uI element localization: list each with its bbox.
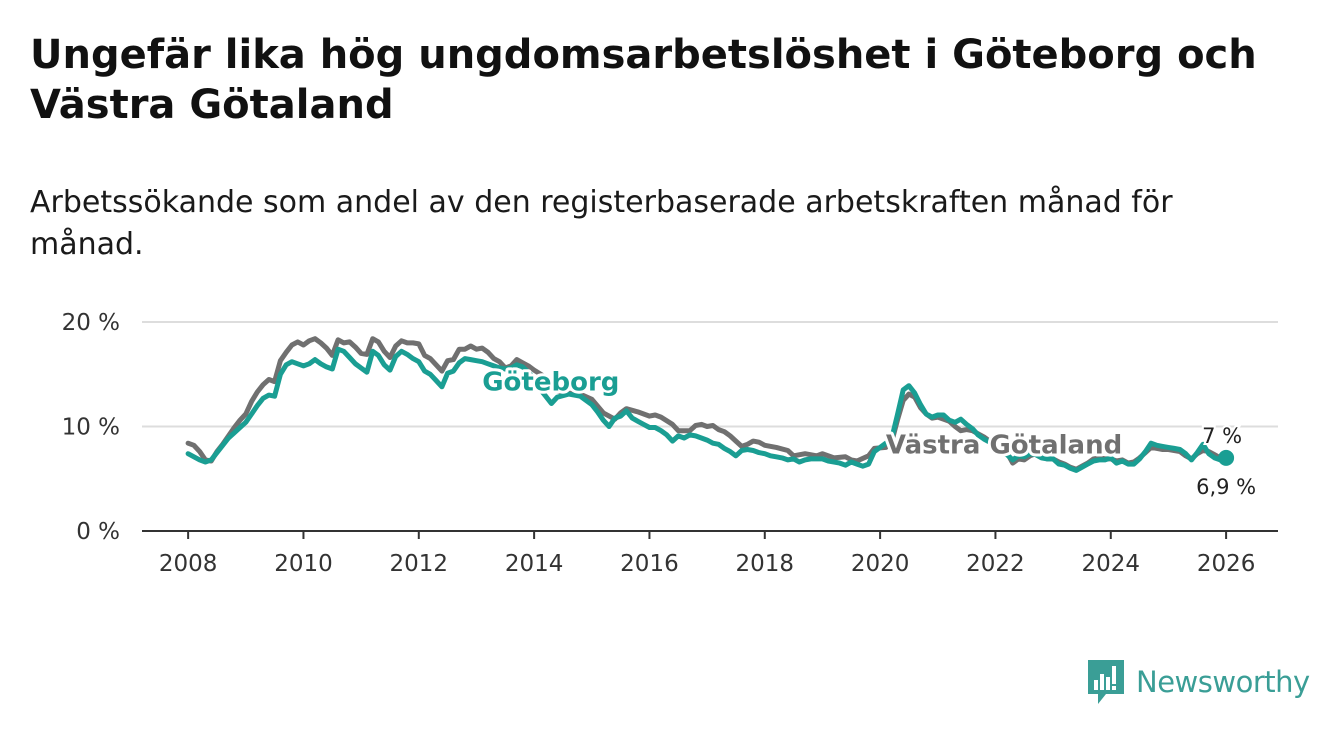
- y-tick-label: 10 %: [62, 415, 120, 441]
- newsworthy-logo: Newsworthy: [1088, 660, 1310, 704]
- series-labels: Göteborg Västra Götaland 7 % 6,9 %: [479, 365, 1258, 501]
- bar-chart-icon: [1088, 660, 1124, 704]
- x-tick-label: 2020: [851, 551, 910, 577]
- y-axis: 0 % 10 % 20 %: [62, 310, 120, 545]
- y-tick-label: 0 %: [76, 519, 120, 545]
- end-value-label-vastra-gotaland: 6,9 %: [1196, 475, 1256, 499]
- series-group: [185, 336, 1235, 473]
- x-tick-label: 2026: [1197, 551, 1256, 577]
- x-tick-label: 2010: [274, 551, 333, 577]
- chart-title: Ungefär lika hög ungdomsarbetslöshet i G…: [30, 32, 1257, 128]
- series-label-goteborg: Göteborg: [482, 368, 619, 398]
- chart-subtitle: Arbetssökande som andel av den registerb…: [30, 185, 1173, 262]
- x-tick-label: 2012: [390, 551, 449, 577]
- series-line-goteborg: [185, 346, 1229, 473]
- end-point-dot: [1218, 449, 1235, 466]
- end-value-label-goteborg: 7 %: [1202, 424, 1242, 448]
- y-tick-label: 20 %: [62, 310, 120, 336]
- x-tick-label: 2016: [620, 551, 679, 577]
- x-tick-label: 2024: [1081, 551, 1140, 577]
- brand-name: Newsworthy: [1136, 665, 1310, 699]
- x-tick-label: 2018: [736, 551, 795, 577]
- x-axis: 2008 2010 2012 2014 2016 2018 2020 2022 2024 2026: [142, 530, 1278, 577]
- line-chart: 0 % 10 % 20 % 2008 2010 2012 2014 2016 2018 2020…: [62, 310, 1278, 577]
- x-tick-label: 2022: [966, 551, 1025, 577]
- series-label-vastra-gotaland: Västra Götaland: [886, 430, 1122, 460]
- x-tick-label: 2014: [505, 551, 564, 577]
- x-tick-label: 2008: [159, 551, 218, 577]
